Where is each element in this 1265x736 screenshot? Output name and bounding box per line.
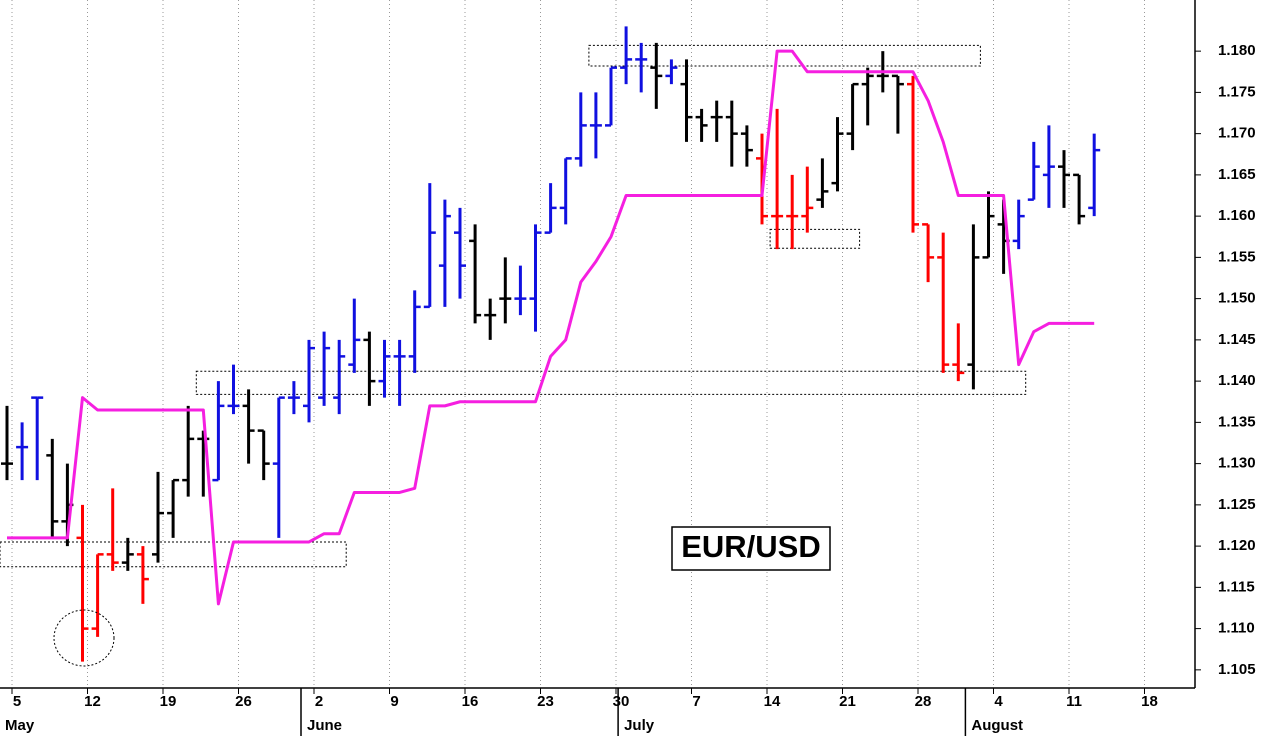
x-tick-label: 14 (764, 693, 781, 710)
x-tick-label: 23 (537, 693, 554, 710)
x-tick-label: 16 (462, 693, 479, 710)
x-tick-label: 2 (315, 693, 323, 710)
y-tick-label: 1.140 (1218, 372, 1256, 389)
x-tick-label: 4 (994, 693, 1003, 710)
y-tick-label: 1.170 (1218, 125, 1256, 142)
x-tick-label: 18 (1141, 693, 1158, 710)
zone-box (0, 541, 347, 568)
month-label: May (5, 717, 35, 734)
box-layer (0, 44, 1027, 568)
x-tick-label: 19 (160, 693, 177, 710)
zone-box (195, 370, 1027, 395)
x-tick-label: 9 (390, 693, 398, 710)
x-tick-label: 26 (235, 693, 252, 710)
y-tick-label: 1.175 (1218, 83, 1256, 100)
y-tick-label: 1.155 (1218, 248, 1256, 265)
y-tick-label: 1.145 (1218, 331, 1256, 348)
x-tick-label: 11 (1066, 693, 1082, 710)
title-box (671, 526, 831, 571)
chart-title: EUR/USD (681, 529, 821, 564)
x-tick-label: 5 (13, 693, 21, 710)
y-tick-label: 1.120 (1218, 537, 1256, 554)
y-tick-label: 1.135 (1218, 413, 1256, 430)
x-tick-label: 28 (915, 693, 932, 710)
grid-layer (11, 0, 1145, 688)
y-tick-label: 1.150 (1218, 290, 1256, 307)
y-tick-label: 1.130 (1218, 455, 1256, 472)
y-tick-label: 1.165 (1218, 166, 1256, 183)
y-tick-label: 1.115 (1218, 578, 1255, 595)
y-tick-label: 1.180 (1218, 42, 1256, 59)
data-layer (1, 26, 1101, 662)
x-tick-label: 30 (613, 693, 630, 710)
x-tick-label: 21 (839, 693, 856, 710)
x-tick-label: 12 (84, 693, 101, 710)
zone-box (588, 44, 981, 67)
zone-box (769, 228, 861, 249)
y-tick-label: 1.125 (1218, 496, 1256, 513)
month-label: July (624, 717, 655, 734)
highlight-ellipse (53, 609, 115, 667)
indicator-line (7, 49, 1095, 606)
y-tick-label: 1.110 (1218, 620, 1255, 637)
y-tick-label: 1.105 (1218, 661, 1256, 678)
x-tick-label: 7 (692, 693, 700, 710)
month-label: June (307, 717, 342, 734)
month-label: August (971, 717, 1023, 734)
y-tick-label: 1.160 (1218, 207, 1256, 224)
